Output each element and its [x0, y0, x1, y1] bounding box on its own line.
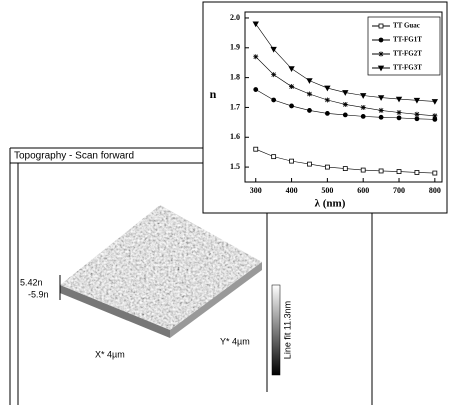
y-tick-label: 1.5 — [230, 162, 240, 171]
legend-label: TT-FG2T — [393, 50, 422, 58]
marker — [360, 104, 366, 110]
z-max-label: 5.42n — [20, 277, 43, 287]
marker — [342, 166, 348, 171]
marker — [342, 90, 349, 96]
marker — [414, 170, 420, 175]
x-tick-label: 400 — [286, 186, 298, 195]
surface — [60, 205, 262, 330]
marker — [271, 97, 277, 103]
marker — [360, 93, 367, 99]
marker — [307, 108, 312, 113]
marker — [289, 158, 294, 164]
marker — [324, 97, 330, 103]
marker — [306, 78, 313, 84]
marker — [396, 169, 402, 174]
y-tick-label: 1.7 — [230, 102, 240, 111]
marker — [306, 91, 312, 97]
marker — [377, 95, 385, 101]
x-tick-label: 700 — [393, 186, 405, 195]
marker — [414, 116, 420, 122]
marker — [324, 85, 331, 92]
legend-marker — [377, 65, 385, 72]
marker — [253, 146, 259, 152]
marker — [378, 107, 384, 113]
marker — [289, 84, 295, 90]
legend-marker — [378, 37, 384, 43]
marker — [342, 101, 348, 107]
marker — [432, 170, 438, 176]
y-tick-label: 1.6 — [230, 132, 240, 141]
x-axis-label: X* 4µm — [95, 349, 125, 359]
z-min-label: -5.9n — [28, 289, 49, 299]
marker — [324, 111, 330, 116]
marker — [360, 167, 366, 173]
marker — [396, 115, 402, 121]
marker — [342, 112, 348, 118]
x-tick-label: 500 — [321, 186, 333, 195]
x-tick-label: 600 — [357, 186, 369, 195]
marker — [396, 110, 402, 116]
y-axis-label: Y* 4µm — [220, 336, 250, 346]
marker — [413, 97, 421, 104]
marker — [271, 154, 277, 160]
marker — [271, 72, 277, 78]
marker — [378, 168, 384, 174]
marker — [395, 96, 403, 103]
legend-label: TT-FG3T — [393, 64, 422, 72]
marker — [253, 54, 259, 60]
colorbar-label: Line fit 11.3nm — [282, 301, 292, 359]
y-tick-label: 2.0 — [230, 13, 240, 22]
surface-side — [170, 262, 262, 338]
marker — [378, 114, 384, 120]
x-axis-title: λ (nm) — [315, 198, 346, 210]
y-tick-label: 1.8 — [230, 72, 240, 81]
marker — [432, 113, 438, 119]
y-tick-label: 1.9 — [230, 43, 240, 52]
marker — [288, 66, 295, 72]
plot-frame — [244, 11, 443, 183]
legend-marker — [378, 23, 384, 29]
surface-side — [60, 285, 170, 338]
x-tick-label: 800 — [429, 186, 441, 195]
marker — [307, 161, 312, 167]
colorbar — [271, 284, 281, 376]
y-axis-title: n — [210, 87, 217, 101]
marker — [414, 111, 420, 117]
legend-label: TT Guac — [393, 22, 420, 30]
marker — [431, 99, 439, 105]
legend-label: TT-FG1T — [393, 36, 422, 44]
legend-marker — [378, 51, 384, 57]
x-tick-label: 300 — [250, 186, 262, 195]
marker — [324, 164, 330, 170]
marker — [289, 103, 294, 109]
marker — [252, 21, 259, 28]
marker — [253, 87, 259, 92]
marker — [270, 46, 277, 53]
window-title: Topography - Scan forward — [14, 151, 134, 162]
marker — [360, 113, 366, 119]
